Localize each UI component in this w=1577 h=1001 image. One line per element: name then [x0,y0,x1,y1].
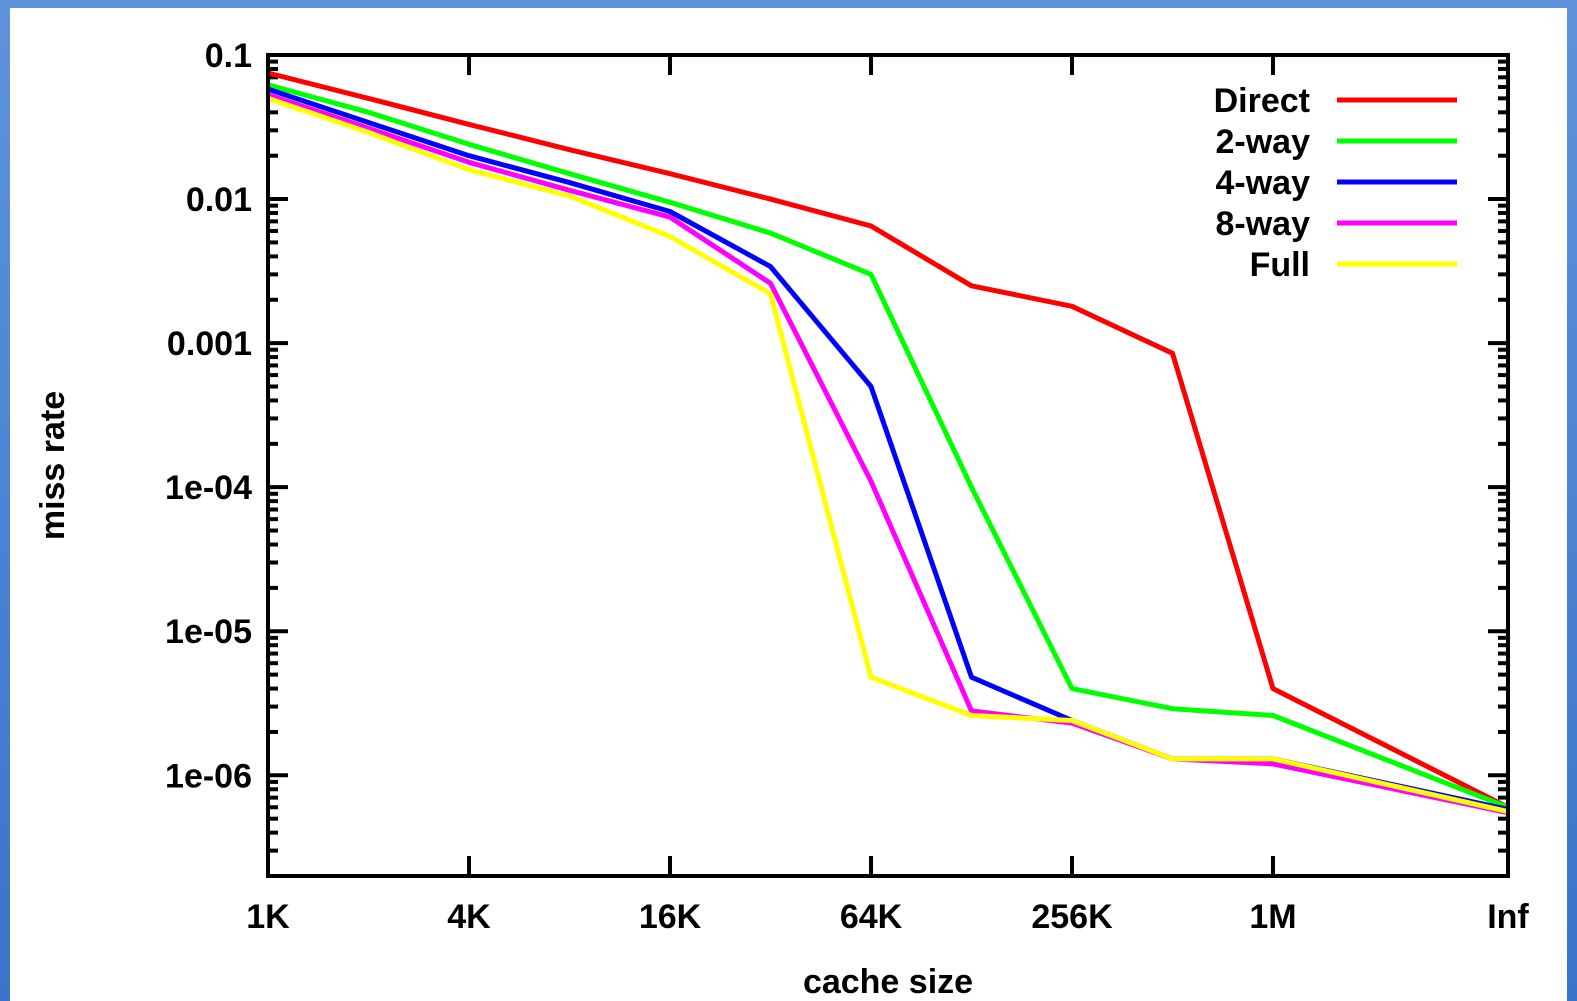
x-tick-label: 256K [1031,898,1113,936]
axis-ticks [266,53,1510,878]
x-axis-title: cache size [803,963,973,1001]
x-tick-label: Inf [1487,898,1529,936]
series-line-4-way [267,86,1509,812]
y-tick-label: 1e-04 [165,469,252,507]
x-tick-label: 1M [1249,898,1296,936]
series-line-direct [267,70,1510,810]
series-line-8-way [267,92,1509,816]
y-tick-label: 0.01 [186,181,252,219]
x-tick-label: 64K [840,898,903,936]
x-tick-label: 4K [447,898,491,936]
miss-rate-chart: 1K 4K 16K 64K 256K 1M Inf 0.1 0.01 0.001 1e-04 1e-… [34,37,1529,1001]
series-lines [267,70,1510,816]
chart-panel: 1K 4K 16K 64K 256K 1M Inf 0.1 0.01 0.001 1e-04 1e-… [10,8,1567,1001]
plot-border [266,53,1510,878]
y-tick-labels: 0.1 0.01 0.001 1e-04 1e-05 1e-06 [165,37,252,795]
x-tick-labels: 1K 4K 16K 64K 256K 1M Inf [246,898,1529,936]
legend-label-8-way: 8-way [1216,205,1311,243]
legend-label-direct: Direct [1214,82,1310,120]
x-tick-label: 16K [639,898,702,936]
y-tick-label: 0.001 [167,325,252,363]
y-tick-label: 1e-06 [165,757,252,795]
y-axis-title: miss rate [34,391,72,540]
y-tick-label: 0.1 [205,37,252,75]
y-tick-label: 1e-05 [165,613,252,651]
series-line-2-way [267,82,1509,810]
series-line-full [267,96,1509,815]
legend-label-4-way: 4-way [1216,164,1311,202]
x-tick-label: 1K [246,898,290,936]
legend-label-2-way: 2-way [1216,123,1311,161]
legend-label-full: Full [1250,246,1310,284]
